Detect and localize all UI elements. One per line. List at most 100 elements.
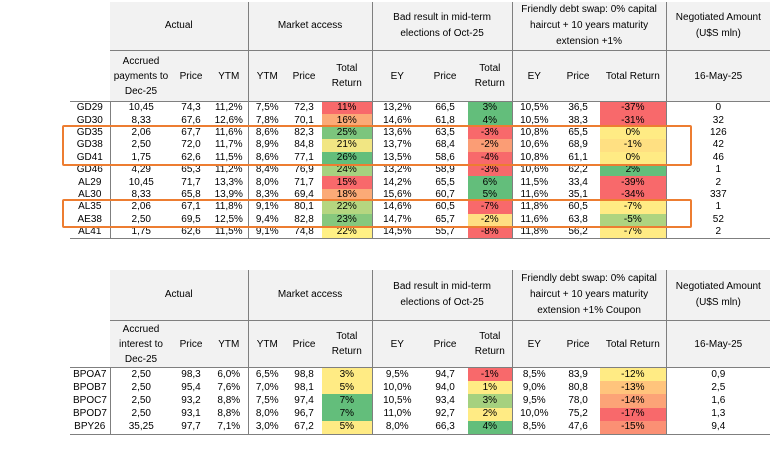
col-ytm: YTM <box>210 50 249 102</box>
total-return-cell: -1% <box>468 367 513 382</box>
value-cell: 9,5% <box>511 394 557 408</box>
col-ytm: YTM <box>210 320 249 368</box>
value-cell: 13,2% <box>371 101 423 115</box>
negotiated-amount-cell: 42 <box>665 139 771 152</box>
total-return-cell: 5% <box>468 188 513 202</box>
total-return-cell: -12% <box>600 367 667 382</box>
bond-row-gd29: GD29 10,45 74,3 11,2% 7,5% 72,3 11% 13,2% 66,5 3%… <box>70 101 771 115</box>
total-return-cell: -15% <box>600 420 667 435</box>
group-header-row: Actual Market access Bad result in mid-t… <box>70 270 771 321</box>
bond-ticker: AL30 <box>78 188 102 200</box>
total-return-cell: -2% <box>468 213 513 226</box>
value-cell: 94,0 <box>435 381 455 393</box>
corner-cell <box>70 2 110 51</box>
bond-row-al41: AL41 1,75 62,6 11,5% 9,1% 74,8 22% 14,5% 55,7 -8%… <box>70 225 771 240</box>
col-price: Price <box>172 320 210 368</box>
total-return-cell: 7% <box>322 407 373 421</box>
bond-row-gd38: GD38 2,50 72,0 11,7% 8,9% 84,8 21% 13,7% 68,4 -2%… <box>70 139 771 152</box>
total-return-cell: 3% <box>322 367 373 382</box>
value-cell: 98,3 <box>172 367 210 382</box>
value-cell: 93,1 <box>181 408 201 420</box>
value-cell: 8,33 <box>109 188 172 202</box>
value-cell: 96,7 <box>294 408 314 420</box>
total-return-cell: -13% <box>600 381 667 395</box>
col-ytm: YTM <box>247 320 287 368</box>
value-cell: 2,50 <box>109 213 172 226</box>
value-cell: 10,0% <box>371 381 423 395</box>
value-cell: 72,3 <box>286 101 323 115</box>
value-cell: 8,8% <box>217 394 241 406</box>
bond-row-gd46: GD46 4,29 65,3 11,2% 8,4% 76,9 24% 13,2% 58,9 -3%… <box>70 163 771 177</box>
value-cell: 74,3 <box>172 101 210 115</box>
total-return-cell: 15% <box>322 176 373 189</box>
value-cell: 67,2 <box>286 420 323 435</box>
value-cell: 69,4 <box>294 188 314 200</box>
value-cell: 60,7 <box>435 188 455 200</box>
col-total-return: Total Return <box>600 50 667 102</box>
value-cell: 35,25 <box>109 420 172 435</box>
sub-header-row: Accrued payments to Dec-25 Price YTM YTM… <box>70 50 771 102</box>
value-cell: 82,8 <box>294 213 314 225</box>
col-negotiated-date: 16-May-25 <box>665 50 771 102</box>
negotiated-amount-cell: 32 <box>665 114 771 127</box>
total-return-cell: 18% <box>322 188 373 202</box>
value-cell: 11,8% <box>214 201 243 213</box>
col-ey: EY <box>371 50 423 102</box>
value-cell: 7,5% <box>247 101 287 115</box>
group-header-market-access: Market access <box>247 2 373 51</box>
value-cell: 97,4 <box>294 394 314 406</box>
value-cell: 14,2% <box>371 176 423 189</box>
value-cell: 62,6 <box>181 151 201 163</box>
value-cell: 92,7 <box>435 408 455 420</box>
value-cell: 8,5% <box>511 420 557 435</box>
col-total-return: Total Return <box>322 50 373 102</box>
value-cell: 80,8 <box>568 381 588 393</box>
negotiated-amount-cell: 337 <box>665 188 771 202</box>
corner-cell <box>70 50 110 102</box>
value-cell: 84,8 <box>294 139 314 151</box>
value-cell: 83,9 <box>556 367 601 382</box>
group-header-actual: Actual <box>110 2 249 51</box>
total-return-cell: 22% <box>322 201 373 214</box>
provincial-bonds-body: BPOA7 2,50 98,3 6,0% 6,5% 98,8 3% 9,5% 94,7 -1% 8,… <box>70 367 771 435</box>
negotiated-amount-cell: 2,5 <box>665 381 771 395</box>
total-return-cell: -5% <box>600 213 667 226</box>
value-cell: 66,5 <box>422 101 469 115</box>
col-negotiated-date: 16-May-25 <box>665 320 771 368</box>
value-cell: 76,9 <box>294 164 314 176</box>
total-return-cell: -3% <box>468 163 513 177</box>
bond-row-bpoa7: BPOA7 2,50 98,3 6,0% 6,5% 98,8 3% 9,5% 94,7 -1% 8,… <box>70 367 771 382</box>
value-cell: 97,7 <box>172 420 210 435</box>
col-total-return: Total Return <box>468 320 513 368</box>
value-cell: 68,4 <box>435 139 455 151</box>
col-price: Price <box>286 50 323 102</box>
value-cell: 11,2% <box>210 101 249 115</box>
value-cell: 71,7 <box>294 176 314 188</box>
value-cell: 77,1 <box>294 151 314 163</box>
value-cell: 11,8% <box>511 201 557 214</box>
negotiated-amount-cell: 2 <box>665 225 771 240</box>
col-ey: EY <box>511 50 557 102</box>
bond-ticker: BPOA7 <box>70 367 110 382</box>
total-return-cell: 3% <box>468 101 513 115</box>
value-cell: 63,5 <box>435 126 455 138</box>
col-accrued-interest: Accrued interest to Dec-25 <box>110 320 172 368</box>
col-total-return: Total Return <box>322 320 373 368</box>
bond-ticker: GD41 <box>76 151 103 163</box>
value-cell: 14,6% <box>371 114 423 127</box>
value-cell: 56,2 <box>556 225 601 240</box>
value-cell: 13,2% <box>371 163 423 177</box>
value-cell: 9,1% <box>247 225 287 240</box>
total-return-cell: 5% <box>322 381 373 395</box>
value-cell: 58,6 <box>435 151 455 163</box>
group-header-market-access: Market access <box>247 270 373 321</box>
corner-cell <box>70 270 110 321</box>
value-cell: 14,7% <box>371 213 423 226</box>
value-cell: 1,75 <box>109 225 172 240</box>
group-header-negotiated-amount: Negotiated Amount (U$S mln) <box>665 270 771 321</box>
value-cell: 13,5% <box>371 151 423 164</box>
value-cell: 11,8% <box>511 225 557 240</box>
bond-row-bpy26: BPY26 35,25 97,7 7,1% 3,0% 67,2 5% 8,0% 66,3 4% 8,… <box>70 420 771 435</box>
total-return-cell: 16% <box>322 114 373 127</box>
value-cell: 11,5% <box>214 151 243 163</box>
